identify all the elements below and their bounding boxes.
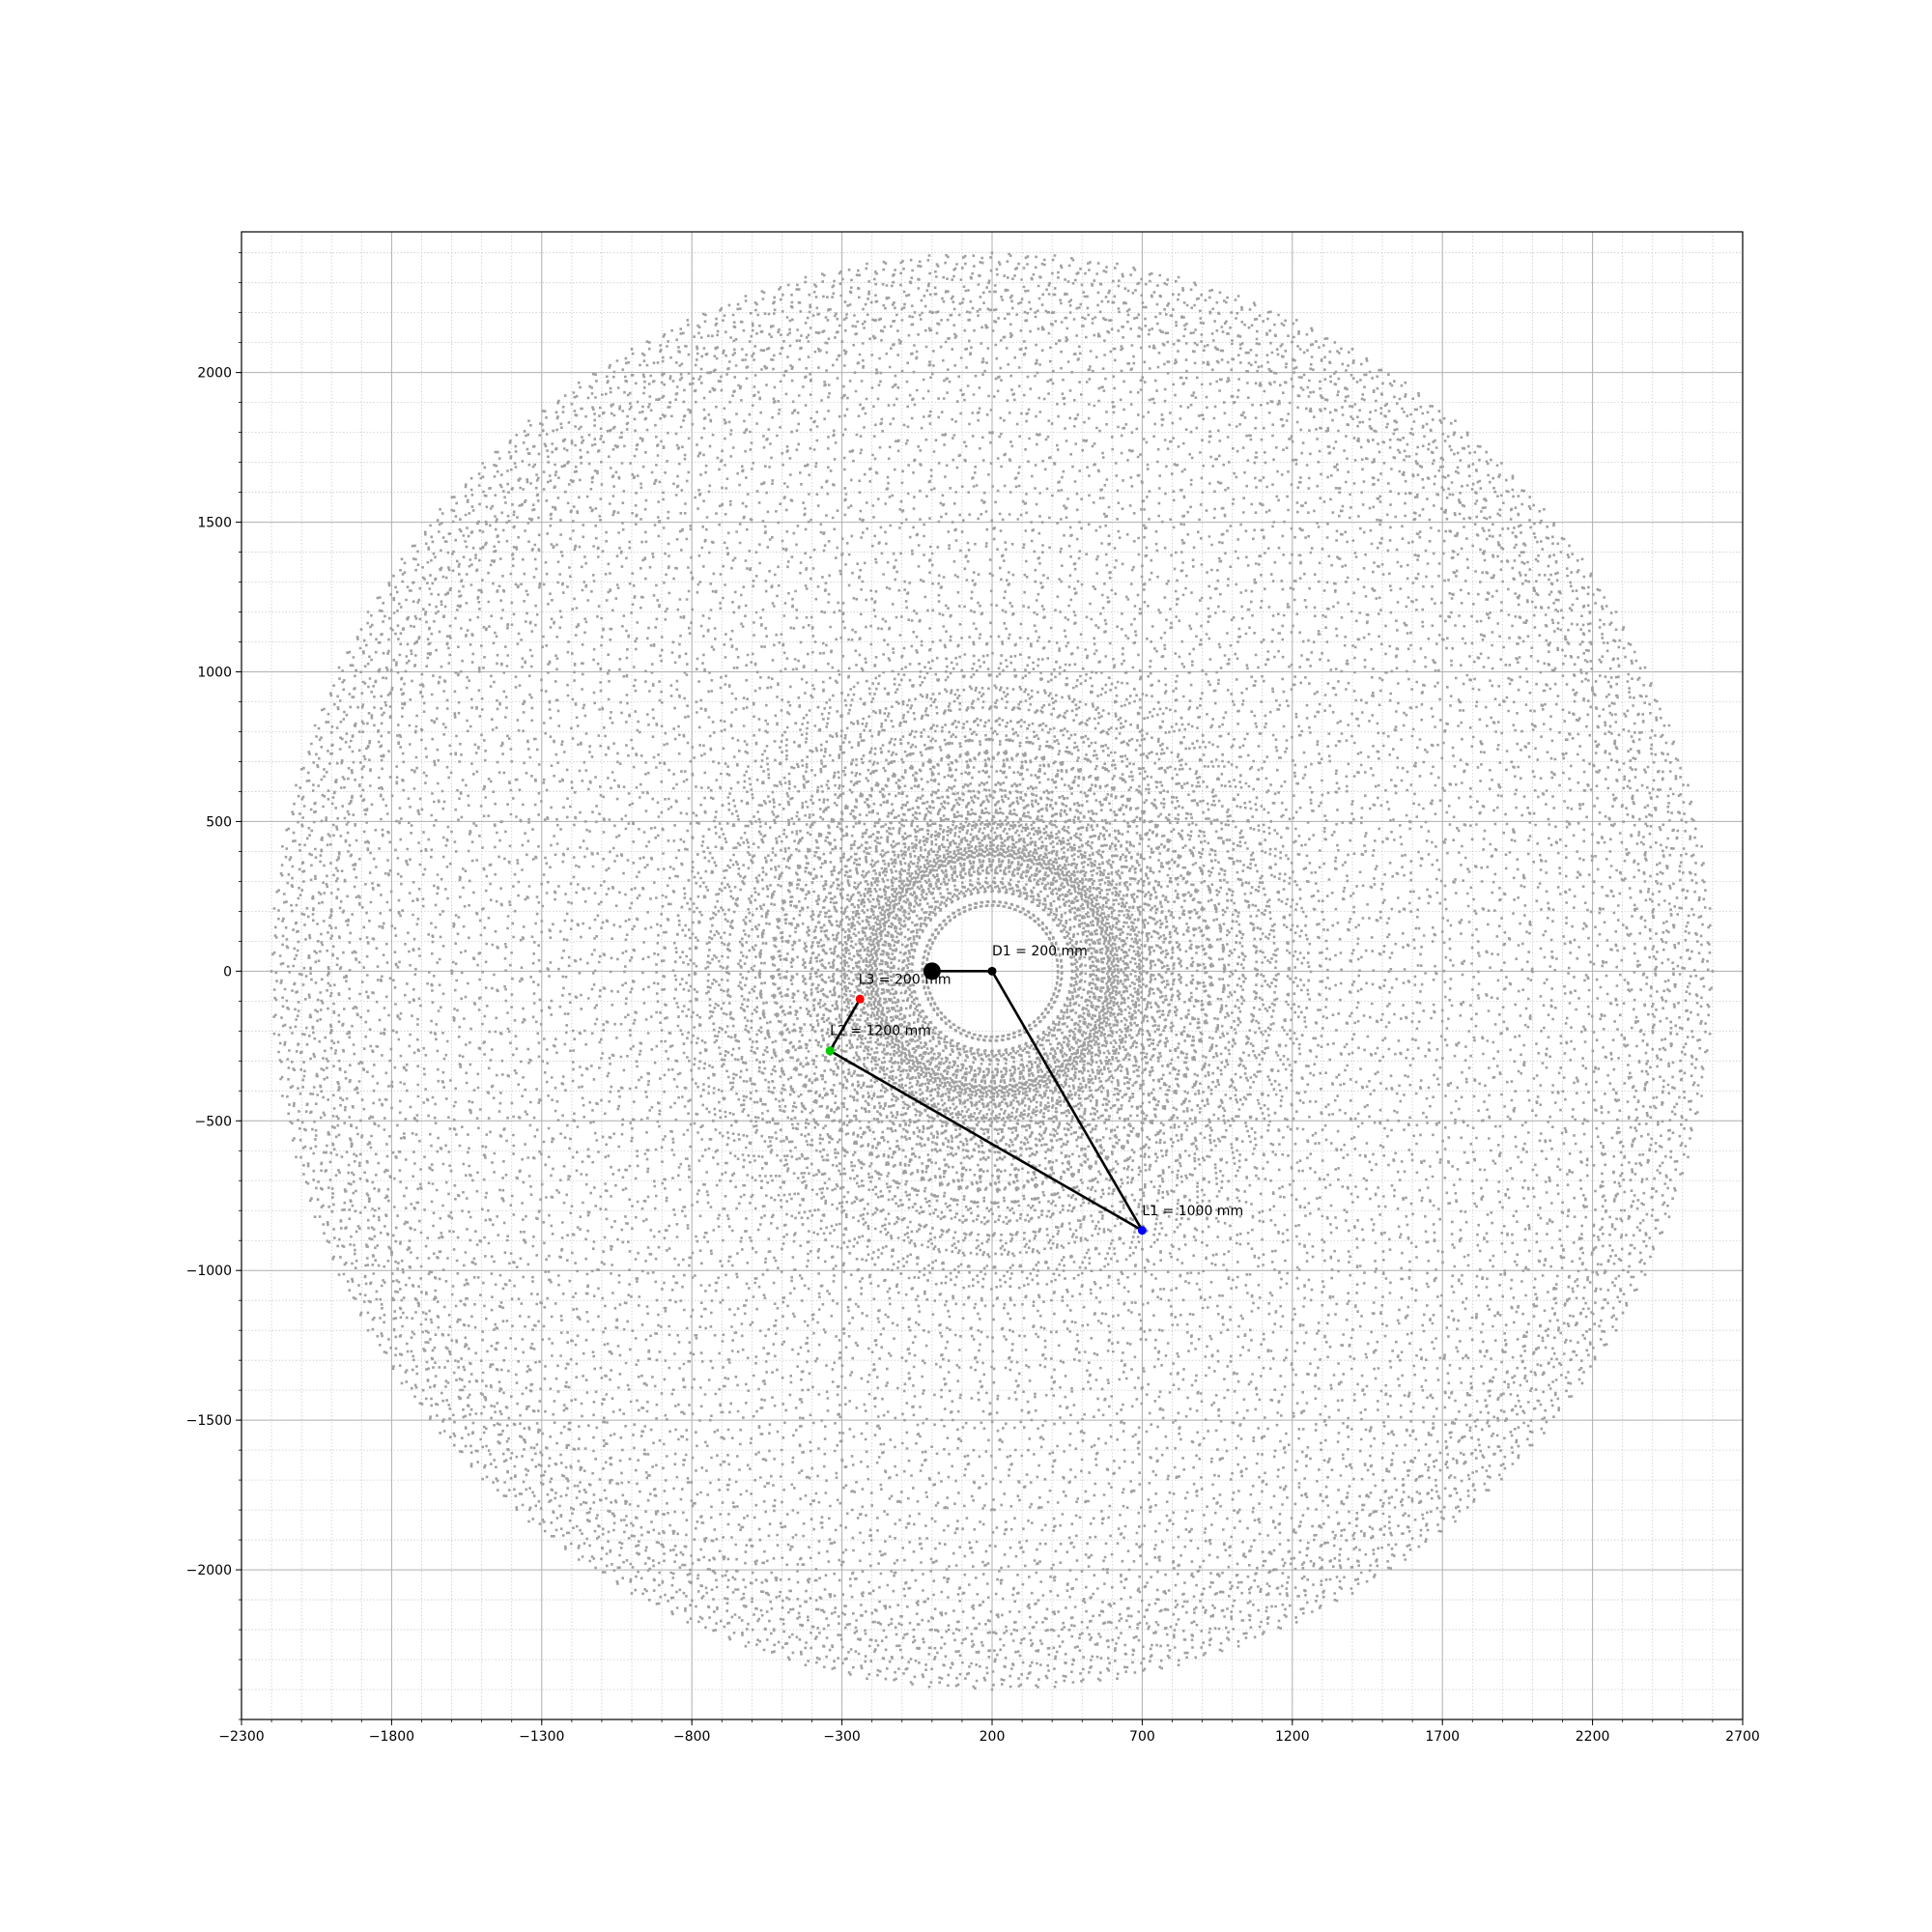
joint-marker-l2 — [825, 1046, 835, 1056]
arm-link — [829, 998, 862, 1052]
axis-ticks — [236, 252, 1744, 1725]
x-tick-label: 2700 — [1725, 1729, 1760, 1745]
x-tick-label: −300 — [823, 1729, 860, 1745]
y-tick-label: −1500 — [186, 1413, 232, 1429]
y-tick-label: 0 — [223, 964, 232, 980]
x-tick-label: −2300 — [218, 1729, 264, 1745]
joint-marker-l3 — [855, 994, 865, 1004]
x-tick-label: −800 — [673, 1729, 710, 1745]
y-tick-label: −1000 — [186, 1264, 232, 1279]
x-tick-label: −1800 — [369, 1729, 414, 1745]
x-tick-label: −1300 — [519, 1729, 564, 1745]
base-joint-marker — [923, 962, 941, 980]
y-tick-label: 2000 — [197, 366, 232, 382]
y-tick-label: 1500 — [197, 516, 232, 531]
x-tick-label: 2200 — [1576, 1729, 1610, 1745]
axis-tick-labels: −2300 −1800 −1300 −800 −300 200 700 1200 1700 220… — [186, 366, 1760, 1745]
link-annotation: L2 = 1200 mm — [830, 1024, 931, 1039]
y-tick-label: 1000 — [197, 665, 232, 680]
link-annotations: D1 = 200 mm L3 = 200 mm L2 = 1200 mm L1 = 1… — [830, 944, 1243, 1219]
x-tick-label: 700 — [1129, 1729, 1155, 1745]
x-tick-label: 1200 — [1275, 1729, 1310, 1745]
y-tick-label: −500 — [195, 1114, 232, 1129]
arm-links — [829, 970, 1144, 1232]
link-annotation: D1 = 200 mm — [992, 944, 1088, 959]
arm-link — [990, 970, 1144, 1232]
x-tick-label: 200 — [980, 1729, 1006, 1745]
joint-marker-l1 — [1137, 1226, 1147, 1236]
y-tick-label: −2000 — [186, 1563, 232, 1578]
x-tick-label: 1700 — [1425, 1729, 1460, 1745]
link-annotation: L1 = 1000 mm — [1142, 1204, 1243, 1219]
link-annotation: L3 = 200 mm — [859, 972, 952, 987]
arm-joints — [825, 962, 1147, 1236]
joint-marker-d1 — [987, 966, 997, 976]
y-tick-label: 500 — [206, 814, 232, 830]
arm-link — [829, 1049, 1144, 1232]
